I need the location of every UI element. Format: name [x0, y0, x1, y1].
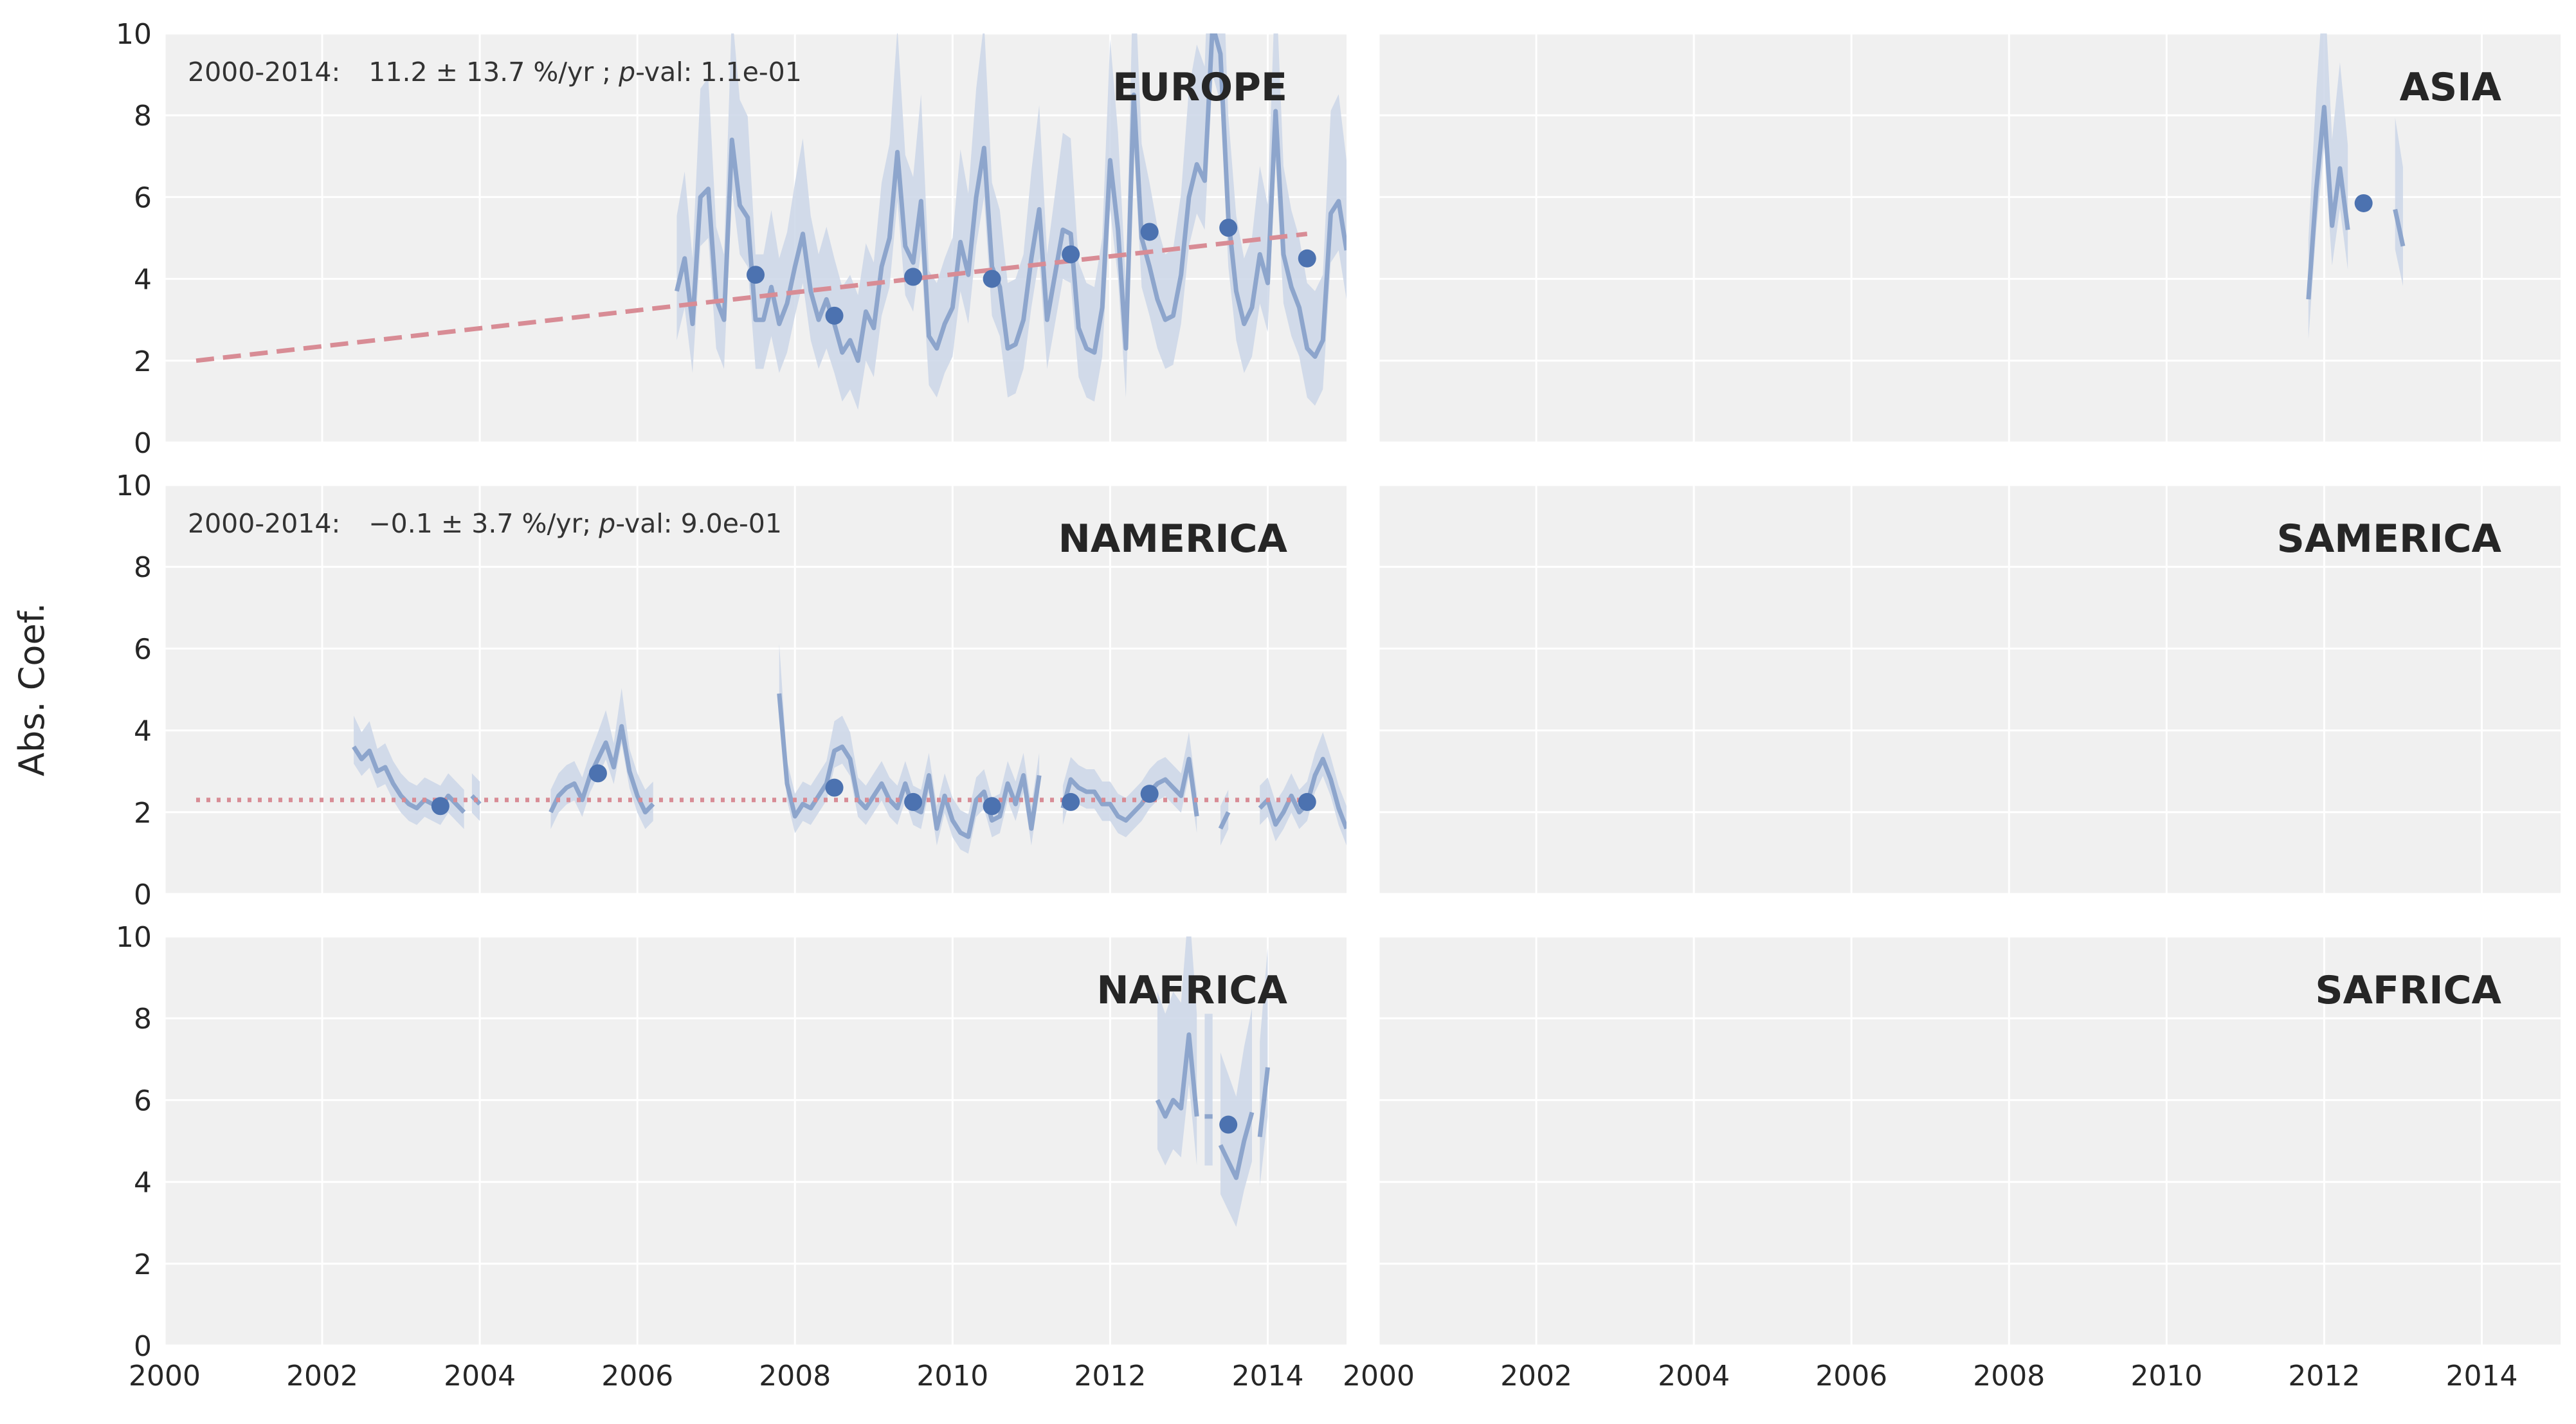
- annual-mean-point: [2354, 194, 2373, 212]
- y-tick-label: 2: [134, 345, 152, 378]
- x-tick-label: 2004: [444, 1360, 516, 1392]
- annual-mean-point: [431, 797, 449, 816]
- x-tick-label: 2000: [129, 1360, 201, 1392]
- x-tick-label: 2012: [1074, 1360, 1146, 1392]
- y-tick-label: 0: [134, 427, 152, 460]
- y-tick-label: 0: [134, 879, 152, 911]
- y-tick-label: 2: [134, 1248, 152, 1281]
- x-tick-label: 2014: [1231, 1360, 1303, 1392]
- annual-mean-point: [1140, 223, 1159, 241]
- region-label: SAMERICA: [2277, 516, 2502, 561]
- panel-europe: 0 2 4 6 8 10 EUROPE 2000-2014: 11.2 ± 13.7 %/yr …: [116, 18, 1347, 460]
- uncertainty-band: [1062, 732, 1197, 837]
- region-label: NAFRICA: [1096, 968, 1287, 1013]
- y-tick-label: 2: [134, 797, 152, 830]
- x-tick-label: 2006: [1815, 1360, 1887, 1392]
- y-tick-label: 4: [134, 715, 152, 748]
- monthly-series-line: [549, 724, 655, 815]
- y-tick-label: 6: [134, 181, 152, 214]
- panel-background: [1379, 936, 2561, 1346]
- panel-namerica: 0 2 4 6 8 10 NAMERICA 2000-2014: −0.1 ± 3.7 %/yr…: [116, 470, 1347, 911]
- panel-nafrica: 0 2 4 6 8 10 2000 2002 2004 2006 2008 2010 2012 2014 N…: [116, 921, 1347, 1392]
- x-tick-label: 2014: [2445, 1360, 2517, 1392]
- panel-background: [165, 485, 1347, 894]
- monthly-series-line: [1060, 756, 1199, 823]
- annual-mean-point: [1062, 245, 1080, 264]
- region-label: ASIA: [2400, 65, 2502, 110]
- uncertainty-band: [1204, 1014, 1213, 1166]
- y-tick-label: 4: [134, 1167, 152, 1200]
- y-tick-label: 8: [134, 1003, 152, 1036]
- x-tick-label: 2002: [1500, 1360, 1572, 1392]
- monthly-series-line: [1218, 1111, 1255, 1180]
- y-tick-label: 0: [134, 1330, 152, 1363]
- plot-area: [195, 33, 1347, 410]
- annual-mean-point: [1298, 249, 1316, 268]
- annual-mean-point: [825, 306, 844, 325]
- x-tick-label: 2000: [1343, 1360, 1415, 1392]
- region-label: SAFRICA: [2315, 968, 2501, 1013]
- region-label: EUROPE: [1112, 65, 1287, 110]
- y-tick-label: 10: [116, 921, 152, 954]
- trend-annotation: 2000-2014: 11.2 ± 13.7 %/yr ; p-val: 1.1e-…: [188, 57, 802, 87]
- annual-mean-point: [904, 268, 923, 286]
- y-tick-label: 8: [134, 100, 152, 132]
- annual-mean-point: [1219, 219, 1238, 237]
- y-tick-label: 10: [116, 18, 152, 51]
- plot-area: [1155, 936, 1270, 1227]
- annual-mean-point: [1298, 792, 1316, 811]
- monthly-series-line: [675, 33, 1347, 363]
- trend-annotation: 2000-2014: −0.1 ± 3.7 %/yr; p-val: 9.0e-01: [188, 508, 782, 539]
- uncertainty-band: [550, 688, 653, 830]
- annual-mean-point: [588, 764, 607, 783]
- monthly-series-line: [2306, 104, 2350, 300]
- y-tick-label: 6: [134, 1084, 152, 1117]
- plot-area: [196, 644, 1347, 854]
- plot-area: [2306, 33, 2406, 340]
- panel-background: [1379, 485, 2561, 894]
- uncertainty-band: [1220, 1008, 1252, 1227]
- x-tick-label: 2010: [2130, 1360, 2202, 1392]
- panel-safrica: 2000 2002 2004 2006 2008 2010 2012 2014 SAFRICA: [1343, 935, 2561, 1392]
- y-tick-label: 6: [134, 633, 152, 666]
- monthly-series-line: [1155, 1032, 1199, 1119]
- annual-mean-point: [1062, 792, 1080, 811]
- uncertainty-band: [676, 33, 1347, 410]
- monthly-series-line: [1218, 811, 1231, 830]
- monthly-series-line: [1257, 1067, 1270, 1138]
- x-tick-label: 2010: [916, 1360, 988, 1392]
- annual-mean-point: [1219, 1115, 1238, 1134]
- panel-background: [1379, 33, 2561, 443]
- panel-samerica: SAMERICA: [1377, 484, 2561, 895]
- y-axis-label: Abs. Coef.: [12, 603, 52, 776]
- panel-asia: ASIA: [1377, 32, 2561, 444]
- y-tick-label: 10: [116, 470, 152, 502]
- x-tick-label: 2004: [1658, 1360, 1730, 1392]
- panel-background: [165, 936, 1347, 1346]
- annual-mean-point: [983, 269, 1001, 288]
- trend-line: [195, 232, 1308, 363]
- x-tick-label: 2012: [2288, 1360, 2360, 1392]
- annual-mean-point: [983, 797, 1001, 816]
- y-tick-label: 4: [134, 264, 152, 297]
- x-tick-label: 2006: [601, 1360, 673, 1392]
- region-label: NAMERICA: [1058, 516, 1288, 561]
- annual-mean-point: [1140, 785, 1159, 803]
- x-tick-label: 2008: [759, 1360, 831, 1392]
- monthly-series-line: [2393, 208, 2406, 247]
- panels-group: 0 2 4 6 8 10 EUROPE 2000-2014: 11.2 ± 13.7 %/yr …: [116, 18, 2561, 1392]
- x-tick-label: 2002: [286, 1360, 358, 1392]
- annual-mean-point: [904, 792, 923, 811]
- x-tick-label: 2008: [1973, 1360, 2045, 1392]
- annual-mean-point: [825, 778, 844, 797]
- annual-mean-point: [747, 266, 765, 284]
- y-tick-label: 8: [134, 551, 152, 584]
